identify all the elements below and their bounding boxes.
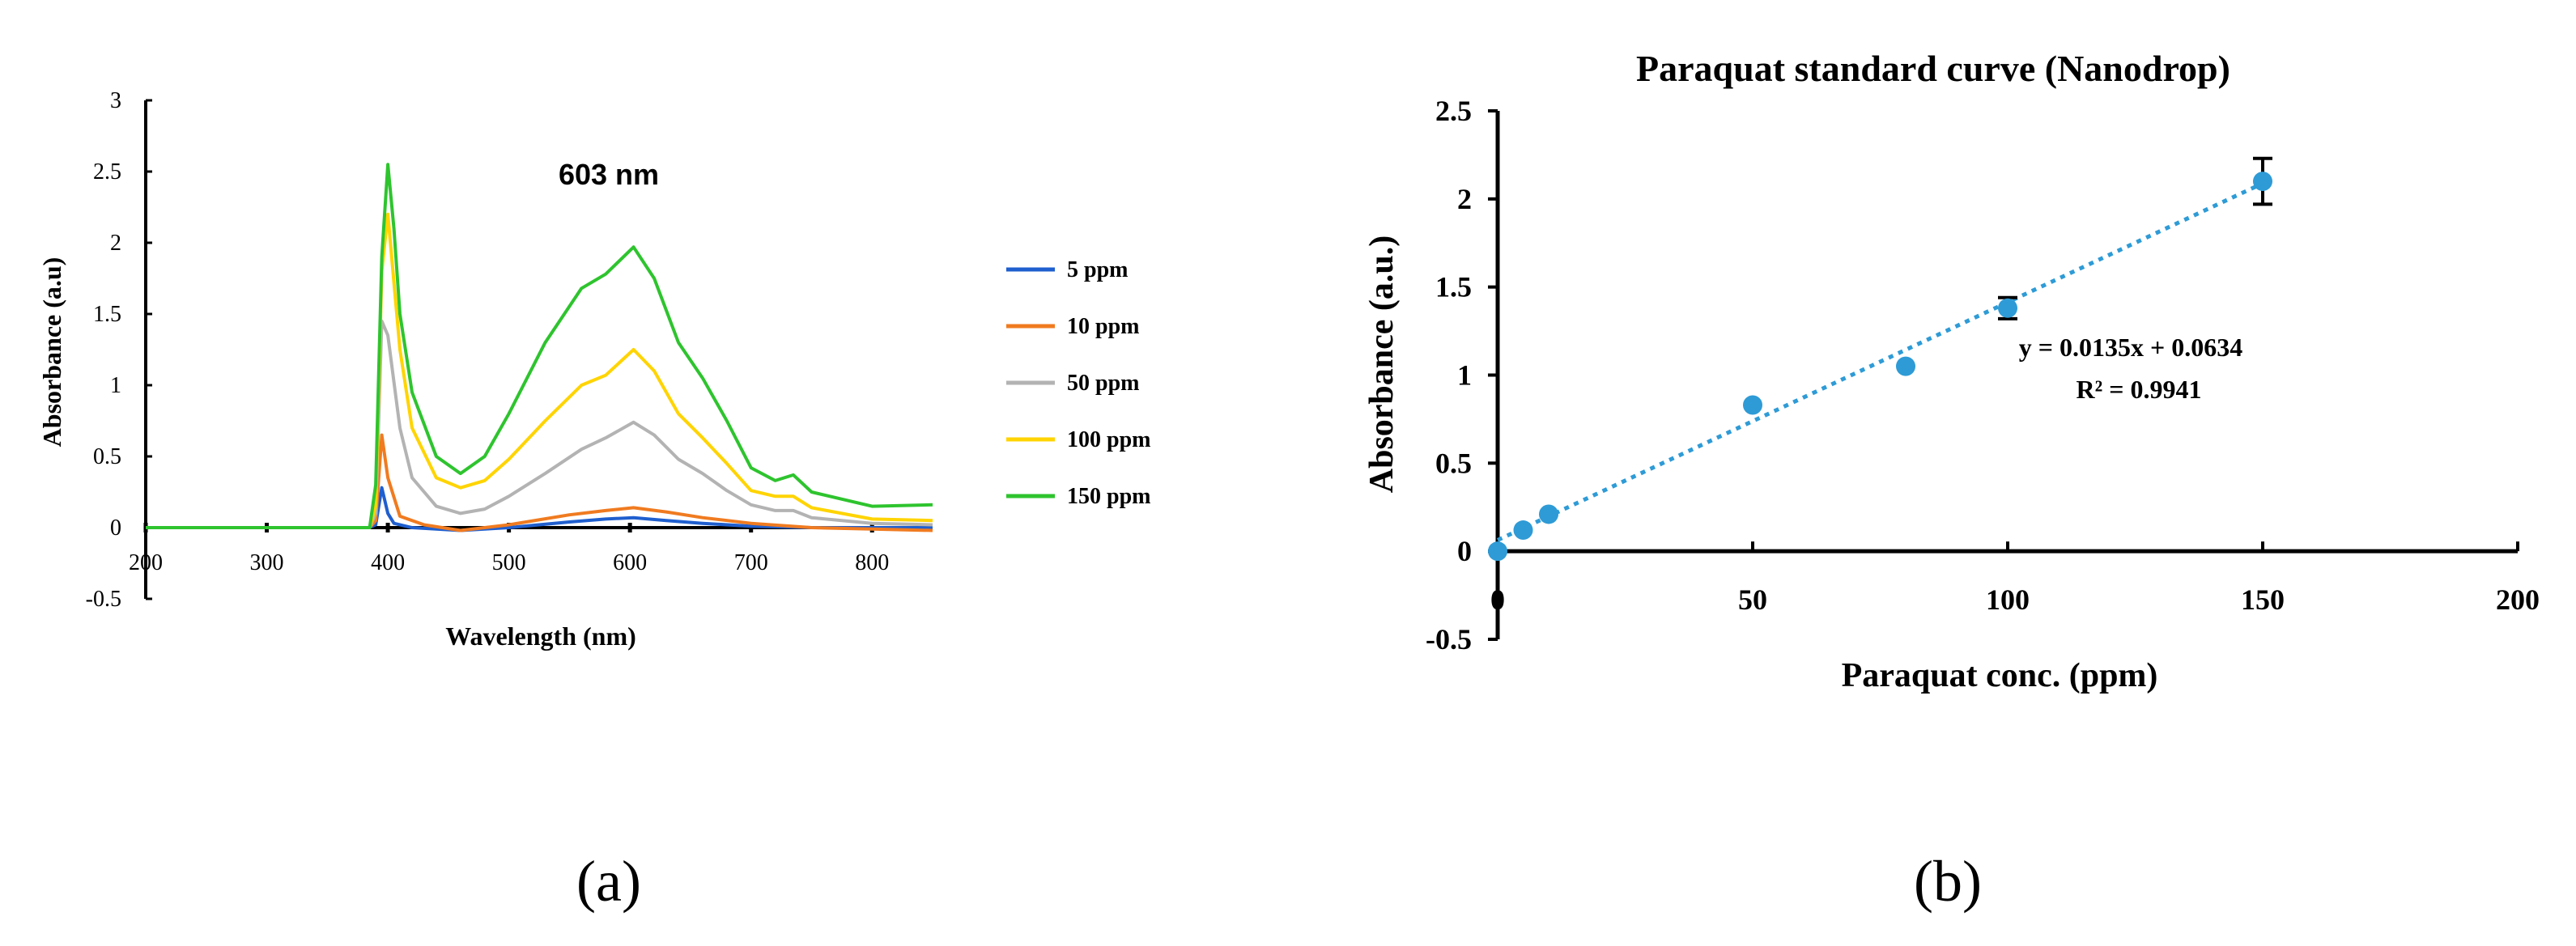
y-tick-label: 1 — [1457, 359, 1472, 392]
x-axis-title: Wavelength (nm) — [445, 621, 636, 651]
x-tick-label: 200 — [129, 550, 163, 575]
legend-label: 100 ppm — [1067, 427, 1150, 452]
y-tick-label: 2.5 — [93, 159, 121, 185]
x-tick-label: 400 — [371, 550, 405, 575]
y-tick-label: 0.5 — [93, 444, 121, 469]
data-point — [1896, 356, 1915, 376]
y-tick-label: 1 — [110, 373, 121, 398]
x-origin-label: 0 — [1490, 583, 1505, 616]
data-point — [2253, 172, 2272, 192]
legend-label: 10 ppm — [1067, 314, 1139, 339]
y-tick-label: 2 — [110, 231, 121, 256]
x-tick-label: 50 — [1738, 583, 1767, 616]
data-point — [1998, 298, 2017, 318]
peak-annotation: 603 nm — [559, 158, 659, 191]
trendline — [1496, 181, 2264, 542]
panel-label-a: (a) — [576, 849, 641, 914]
data-point — [1539, 504, 1558, 524]
x-tick-label: 100 — [1986, 583, 2030, 616]
y-tick-label: 0 — [110, 515, 121, 541]
x-tick-label: 500 — [492, 550, 526, 575]
y-tick-label: 1.5 — [93, 302, 121, 327]
legend-label: 50 ppm — [1067, 371, 1139, 396]
y-tick-label: 0 — [1457, 535, 1472, 567]
y-tick-label: 0.5 — [1435, 447, 1472, 479]
y-tick-label: 2 — [1457, 183, 1472, 215]
series-line-5-ppm — [146, 486, 933, 532]
y-tick-label: 1.5 — [1435, 271, 1472, 303]
y-tick-label: 2.5 — [1435, 95, 1472, 127]
y-axis-title: Absorbance (a.u) — [37, 257, 66, 448]
y-axis-title: Absorbance (a.u.) — [1363, 235, 1401, 494]
chart-title: Paraquat standard curve (Nanodrop) — [1636, 48, 2230, 89]
x-tick-label: 150 — [2241, 583, 2285, 616]
chart-a-uv-vis-spectra: -0.5 0 0.5 1 1.5 2 2.5 3 200 300 400 500 600 700 800 60… — [37, 88, 1150, 651]
y-tick-label: -0.5 — [1426, 623, 1472, 655]
series-line-10-ppm — [146, 433, 933, 532]
r-squared-label: R² = 0.9941 — [2077, 375, 2202, 404]
x-tick-label: 200 — [2496, 583, 2540, 616]
x-tick-label: 600 — [613, 550, 647, 575]
legend-label: 5 ppm — [1067, 257, 1128, 282]
y-tick-label: 3 — [110, 88, 121, 113]
x-tick-label: 700 — [734, 550, 768, 575]
data-point — [1513, 520, 1533, 541]
x-tick-label: 800 — [855, 550, 889, 575]
chart-b-standard-curve: Paraquat standard curve (Nanodrop)-0.500… — [1363, 48, 2540, 694]
y-tick-label: -0.5 — [86, 587, 121, 612]
data-point — [1743, 395, 1762, 415]
trendline-equation: y = 0.0135x + 0.0634 — [2019, 333, 2242, 362]
legend-label: 150 ppm — [1067, 484, 1150, 509]
series-line-100-ppm — [146, 212, 933, 529]
data-point — [1488, 541, 1507, 562]
panel-label-b: (b) — [1914, 849, 1982, 914]
series-line-50-ppm — [146, 319, 933, 529]
x-tick-label: 300 — [250, 550, 284, 575]
series-line-150-ppm — [146, 163, 933, 529]
x-axis-title: Paraquat conc. (ppm) — [1842, 657, 2158, 694]
